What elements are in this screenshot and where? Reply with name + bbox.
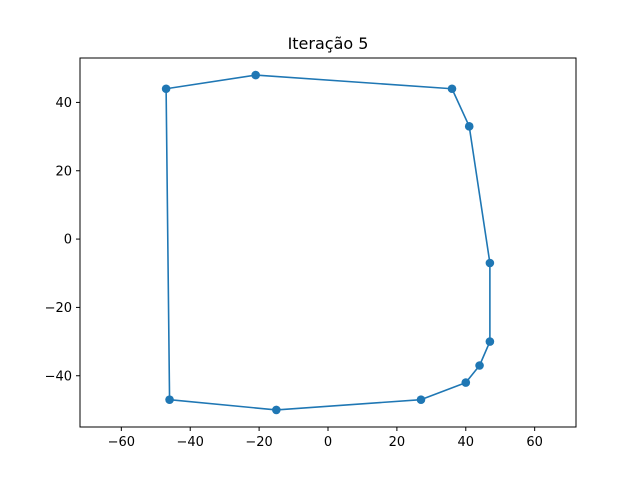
series-line-0 bbox=[165, 74, 491, 411]
x-tick-label-1: −40 bbox=[177, 435, 204, 450]
x-tick-label-2: −20 bbox=[245, 435, 272, 450]
data-point-5 bbox=[485, 337, 495, 346]
data-point-7 bbox=[461, 378, 471, 387]
data-point-1 bbox=[251, 70, 260, 80]
chart-title: Iteração 5 bbox=[288, 34, 369, 53]
data-point-6 bbox=[475, 361, 484, 370]
y-tick-label-3: 20 bbox=[55, 164, 72, 179]
x-tick-label-5: 40 bbox=[458, 435, 475, 450]
data-point-8 bbox=[416, 395, 426, 404]
y-tick-label-4: 40 bbox=[55, 96, 72, 111]
x-tick-label-4: 20 bbox=[389, 435, 406, 450]
y-tick-label-2: 0 bbox=[64, 233, 72, 248]
data-point-0 bbox=[161, 84, 171, 94]
x-tick-label-0: −60 bbox=[108, 435, 135, 450]
y-tick-label-1: −20 bbox=[45, 301, 72, 316]
plot-area bbox=[161, 70, 495, 415]
data-point-4 bbox=[485, 258, 495, 268]
data-point-3 bbox=[464, 122, 474, 131]
plot-frame bbox=[79, 57, 577, 428]
y-axis: −40 −20 0 20 40 bbox=[45, 96, 80, 384]
y-tick-label-0: −40 bbox=[45, 369, 72, 384]
data-point-9 bbox=[272, 405, 281, 415]
data-point-10 bbox=[165, 395, 174, 404]
x-tick-label-6: 60 bbox=[526, 435, 543, 450]
x-tick-label-3: 0 bbox=[324, 435, 332, 450]
x-axis: −60 −40 −20 0 20 40 60 bbox=[108, 427, 543, 450]
data-point-2 bbox=[447, 84, 457, 94]
